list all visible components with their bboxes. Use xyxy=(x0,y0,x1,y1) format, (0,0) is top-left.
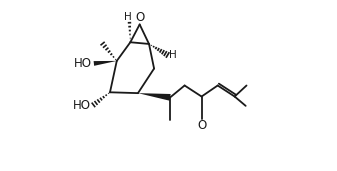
Polygon shape xyxy=(138,93,171,101)
Text: O: O xyxy=(135,11,144,24)
Text: O: O xyxy=(197,119,206,132)
Polygon shape xyxy=(94,61,117,66)
Text: HO: HO xyxy=(72,99,90,112)
Text: H: H xyxy=(168,50,176,60)
Text: H: H xyxy=(124,12,132,22)
Text: HO: HO xyxy=(74,57,92,70)
